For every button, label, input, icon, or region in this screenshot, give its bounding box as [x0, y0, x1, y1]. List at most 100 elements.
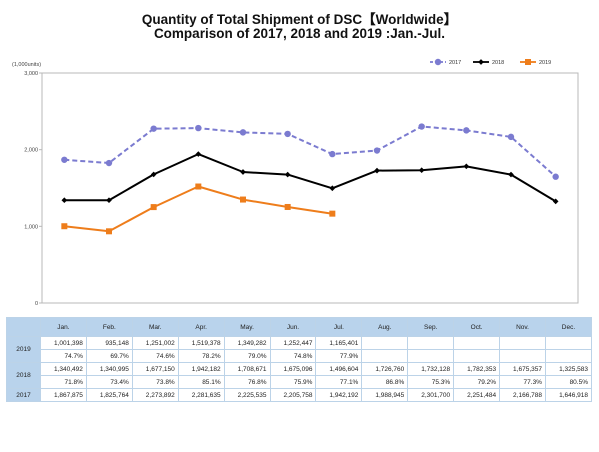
- data-point-2017: [195, 124, 202, 132]
- data-point-2018: [508, 171, 514, 178]
- shipment-value-cell: 1,942,182: [177, 362, 225, 376]
- y-tick-label: 0: [35, 301, 38, 307]
- data-point-2018: [150, 171, 157, 178]
- data-point-2018: [463, 163, 470, 170]
- data-point-2017: [105, 159, 113, 167]
- shipment-line-chart: (1,000units) 0 1,000 2,000 3,000 2017 2018 2019: [12, 58, 579, 307]
- shipment-value-cell: 935,148: [85, 336, 133, 350]
- shipment-value-cell: 1,252,447: [269, 336, 317, 350]
- month-header-cell: Feb.: [85, 317, 133, 337]
- data-point-2017: [552, 173, 559, 180]
- shipment-value-cell: 1,325,583: [544, 362, 593, 376]
- shipment-value-cell: [361, 336, 409, 350]
- ratio-value-cell: 76.8%: [223, 375, 271, 389]
- month-header-cell: Sep.: [407, 317, 455, 337]
- shipment-value-cell: 1,675,357: [499, 362, 546, 376]
- shipment-value-cell: 1,340,492: [40, 362, 87, 376]
- data-point-2019: [106, 228, 112, 235]
- data-point-2019: [150, 204, 157, 211]
- y-unit-label: (1,000units): [12, 62, 41, 68]
- ratio-value-cell: 77.1%: [315, 375, 363, 389]
- ratio-value-cell: 86.8%: [361, 375, 409, 389]
- legend-marker-2017: [434, 58, 442, 66]
- data-point-2018: [329, 185, 336, 192]
- shipment-value-cell: 1,251,002: [131, 336, 179, 350]
- data-point-2017: [507, 133, 515, 141]
- ratio-value-cell: 69.7%: [85, 349, 133, 363]
- data-point-2019: [284, 203, 291, 210]
- shipment-value-cell: [407, 336, 455, 350]
- ratio-value-cell: 75.3%: [407, 375, 455, 389]
- month-header-cell: Mar.: [131, 317, 179, 337]
- table-row: 74.7% 69.7% 74.6% 78.2% 79.0% 74.8% 77.9%: [7, 349, 593, 363]
- shipment-value-cell: 1,496,604: [315, 362, 363, 376]
- ratio-value-cell: 74.7%: [40, 349, 87, 363]
- ratio-value-cell: [361, 349, 409, 363]
- month-header-cell: Nov.: [499, 317, 546, 337]
- year-label-cell: 2018: [6, 362, 41, 389]
- shipment-data-table: Jan. Feb. Mar. Apr. May. Jun. Jul. Aug. Sep. Oct.…: [6, 317, 593, 402]
- shipment-value-cell: [499, 336, 546, 350]
- data-point-2019: [61, 223, 68, 230]
- table-header-row: Jan. Feb. Mar. Apr. May. Jun. Jul. Aug. Sep. Oct.…: [6, 317, 593, 337]
- month-header-cell: Aug.: [361, 317, 409, 337]
- shipment-value-cell: 1,825,764: [85, 388, 133, 402]
- ratio-value-cell: 73.8%: [131, 375, 179, 389]
- ratio-value-cell: 77.9%: [315, 349, 363, 363]
- shipment-value-cell: 2,166,788: [499, 388, 546, 402]
- data-point-2019: [195, 183, 202, 190]
- month-header-cell: May.: [223, 317, 271, 337]
- shipment-value-cell: 2,251,484: [453, 388, 501, 402]
- shipment-value-cell: 2,273,892: [131, 388, 179, 402]
- y-tick-label: 1,000: [24, 224, 38, 230]
- shipment-value-cell: 1,519,378: [177, 336, 225, 350]
- series-line-2018: [64, 153, 557, 203]
- shipment-value-cell: 1,726,760: [361, 362, 409, 376]
- ratio-value-cell: 74.6%: [131, 349, 179, 363]
- chart-title-line-2: Comparison of 2017, 2018 and 2019 :Jan.-…: [153, 26, 446, 41]
- shipment-value-cell: 1,867,875: [40, 388, 87, 402]
- shipment-value-cell: 2,205,758: [269, 388, 317, 402]
- data-point-2018: [418, 167, 425, 174]
- plot-frame: [41, 72, 579, 304]
- shipment-value-cell: 1,708,671: [223, 362, 271, 376]
- shipment-value-cell: 1,732,128: [407, 362, 455, 376]
- data-point-2017: [284, 130, 291, 138]
- year-label-cell: 2019: [6, 336, 41, 363]
- ratio-value-cell: 85.1%: [177, 375, 225, 389]
- data-point-2019: [240, 196, 246, 203]
- table-row: 2019 1,001,398 935,148 1,251,002 1,519,378 1,…: [6, 336, 593, 363]
- data-point-2018: [195, 151, 202, 157]
- table-row: 2017 1,867,875 1,825,764 2,273,892 2,281,635…: [6, 388, 593, 402]
- data-point-2018: [374, 167, 380, 174]
- data-point-2017: [463, 127, 470, 134]
- shipment-value-cell: 1,782,353: [453, 362, 501, 376]
- month-header-cell: Oct.: [453, 317, 501, 337]
- data-point-2018: [552, 198, 559, 205]
- shipment-value-cell: 1,942,192: [315, 388, 363, 402]
- ratio-value-cell: [453, 349, 501, 363]
- ratio-value-cell: 79.0%: [223, 349, 271, 363]
- data-point-2019: [329, 210, 336, 217]
- legend-label-2017: 2017: [449, 60, 461, 66]
- shipment-value-cell: 1,988,945: [361, 388, 409, 402]
- month-header-cell: Jan.: [40, 317, 87, 337]
- legend-marker-2018: [478, 59, 484, 65]
- y-tick-label: 2,000: [24, 148, 38, 154]
- data-point-2017: [418, 123, 425, 130]
- data-point-2018: [61, 197, 68, 204]
- ratio-value-cell: 73.4%: [85, 375, 133, 389]
- month-header-cell: Apr.: [177, 317, 225, 337]
- shipment-value-cell: [544, 336, 593, 350]
- table-row: 2018 1,340,492 1,340,995 1,677,150 1,942,182…: [6, 362, 593, 389]
- shipment-value-cell: 1,340,995: [85, 362, 133, 376]
- ratio-value-cell: 71.8%: [40, 375, 87, 389]
- data-point-2018: [106, 197, 112, 204]
- table-row: 71.8% 73.4% 73.8% 85.1% 76.8% 75.9% 77.1% 86.8%…: [7, 375, 593, 389]
- series-line-2017: [64, 125, 557, 178]
- shipment-value-cell: 2,225,535: [223, 388, 271, 402]
- month-header-cell: Jul.: [315, 317, 363, 337]
- ratio-value-cell: [544, 349, 593, 363]
- ratio-value-cell: 74.8%: [269, 349, 317, 363]
- shipment-value-cell: 1,165,401: [315, 336, 363, 350]
